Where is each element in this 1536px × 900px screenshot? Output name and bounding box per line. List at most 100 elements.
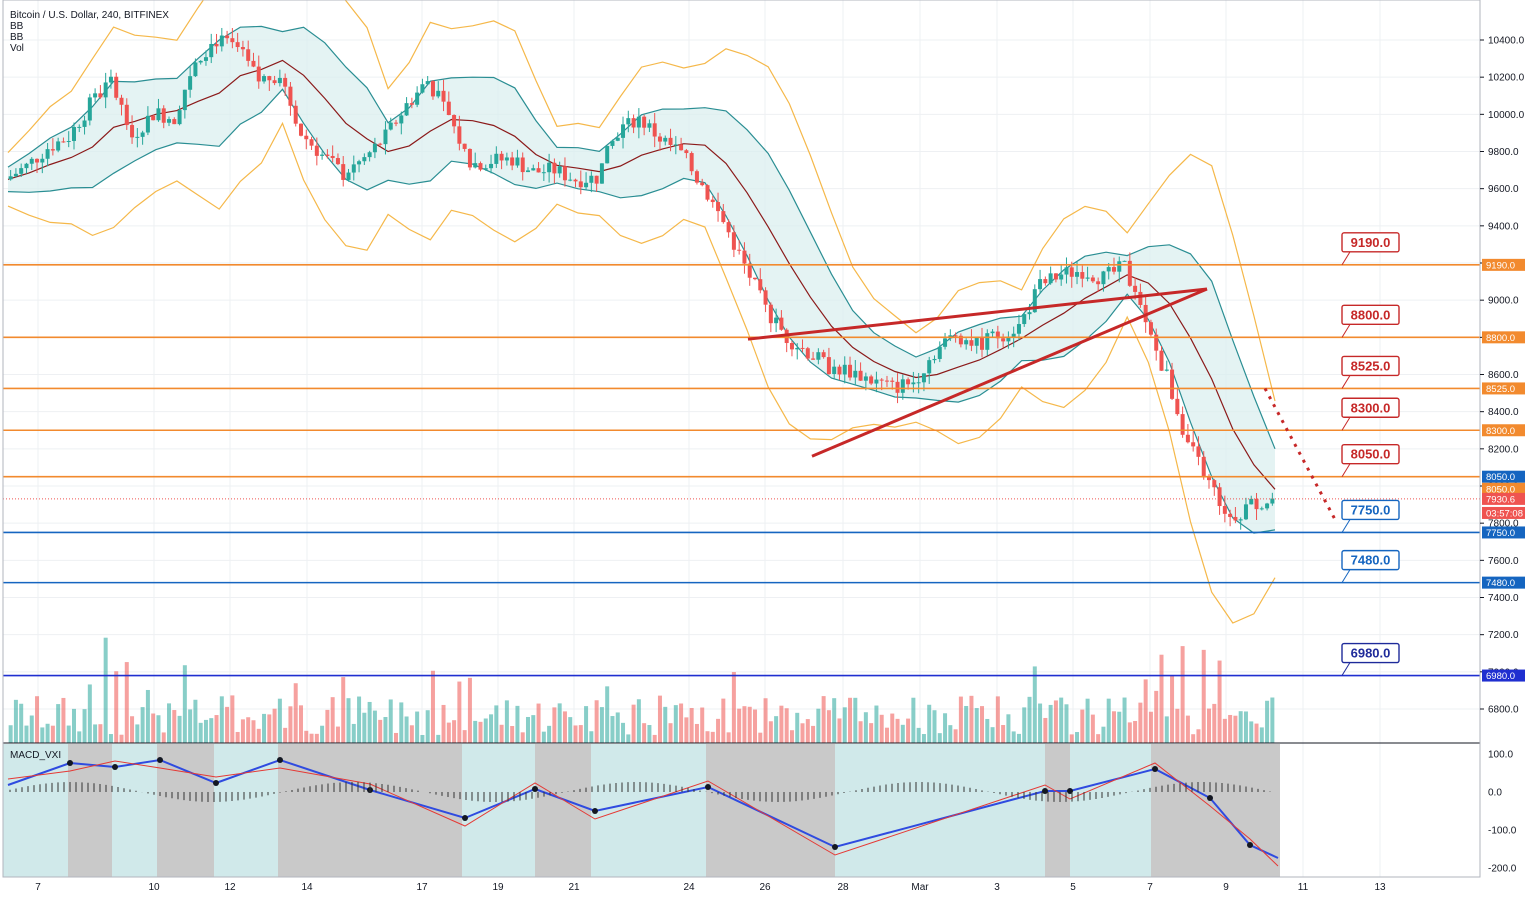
candle-body	[1122, 260, 1127, 262]
volume-bar	[1154, 690, 1159, 743]
volume-bar	[77, 731, 82, 743]
volume-bar	[779, 705, 784, 743]
volume-bar	[1249, 721, 1254, 743]
candle-body	[8, 176, 13, 180]
volume-bar	[610, 716, 615, 743]
candle-body	[124, 104, 129, 126]
volume-bar	[330, 697, 335, 743]
volume-bar	[1027, 696, 1032, 743]
candle-body	[689, 153, 694, 172]
candle-body	[1027, 312, 1032, 315]
volume-bar	[694, 723, 699, 743]
candle-body	[1064, 267, 1069, 275]
candle-body	[499, 153, 504, 161]
volume-bar	[1016, 733, 1021, 743]
price-tag: 9190.0	[1486, 260, 1515, 271]
volume-bar	[1106, 698, 1111, 743]
volume-bar	[399, 702, 404, 743]
candle-body	[626, 118, 631, 125]
volume-bar	[1059, 697, 1064, 743]
candle-body	[589, 175, 594, 183]
macd-cross-dot	[1152, 766, 1158, 772]
volume-bar	[747, 706, 752, 743]
candle-body	[145, 115, 150, 133]
volume-bar	[198, 722, 203, 743]
candle-body	[293, 105, 298, 124]
volume-bar	[673, 705, 678, 743]
candle-body	[705, 185, 710, 200]
volume-bar	[805, 719, 810, 743]
candle-body	[562, 166, 567, 181]
candle-body	[731, 232, 736, 250]
x-tick-label: 5	[1070, 882, 1076, 893]
candle-body	[1228, 513, 1233, 517]
y-tick-label: 8200.0	[1488, 444, 1519, 455]
legend-symbol[interactable]: Bitcoin / U.S. Dollar, 240, BITFINEX	[10, 10, 169, 21]
candle-body	[335, 158, 340, 165]
y-tick-label: 8600.0	[1488, 370, 1519, 381]
candle-body	[404, 103, 409, 116]
candle-body	[594, 175, 599, 184]
candle-body	[937, 346, 942, 359]
volume-bar	[1164, 716, 1169, 743]
candle-body	[283, 77, 288, 87]
y-tick-label: 7200.0	[1488, 630, 1519, 641]
volume-bar	[182, 665, 187, 743]
volume-bar	[900, 724, 905, 743]
x-tick-label: 12	[224, 882, 236, 893]
legend-bb-2[interactable]: BB	[10, 32, 24, 43]
candle-body	[409, 103, 414, 105]
volume-bar	[66, 725, 71, 743]
volume-bar	[1270, 697, 1275, 743]
volume-bar	[668, 723, 673, 743]
volume-bar	[457, 681, 462, 743]
macd-cross-dot	[1207, 795, 1213, 801]
volume-bar	[82, 709, 87, 743]
candle-body	[599, 163, 604, 184]
volume-bar	[789, 730, 794, 743]
trendlines[interactable]	[747, 287, 1337, 521]
candle-body	[726, 222, 731, 233]
volume-bar	[1180, 646, 1185, 743]
volume-bar	[605, 686, 610, 743]
macd-label[interactable]: MACD_VXI	[10, 750, 62, 761]
volume-bar	[911, 697, 916, 743]
volume-bar	[657, 695, 662, 743]
volume-bar	[626, 734, 631, 743]
candle-body	[520, 157, 525, 173]
x-tick-label: 26	[759, 882, 771, 893]
candle-body	[536, 168, 541, 173]
candle-body	[615, 137, 620, 141]
candle-body	[1048, 273, 1053, 284]
y-tick-label: 9600.0	[1488, 184, 1519, 195]
candle-body	[700, 182, 705, 186]
legend-volume[interactable]: Vol	[10, 43, 24, 54]
candle-body	[821, 352, 826, 358]
candle-body	[525, 170, 530, 173]
callout-label: 7480.0	[1351, 553, 1391, 568]
candle-body	[1196, 446, 1201, 457]
callout-leader	[1341, 463, 1351, 477]
callout-label: 8300.0	[1351, 400, 1391, 415]
chart-legend: Bitcoin / U.S. Dollar, 240, BITFINEX BB …	[10, 10, 169, 54]
bollinger-bands	[7, 0, 1276, 624]
candle-body	[816, 352, 821, 360]
volume-bar	[1080, 709, 1085, 743]
volume-bar	[980, 706, 985, 743]
projection-dotted	[1263, 387, 1337, 521]
y-tick-label: 10000.0	[1488, 110, 1525, 121]
volume-bar	[705, 731, 710, 743]
x-tick-label: 24	[683, 882, 695, 893]
volume-bar	[531, 715, 536, 743]
horizontal-levels[interactable]	[3, 264, 1480, 677]
volume-bar	[948, 725, 953, 743]
volume-bar	[93, 724, 98, 743]
x-tick-label: 7	[35, 882, 41, 893]
price-tag-bg	[1482, 482, 1525, 495]
volume-bar	[1075, 732, 1080, 743]
level-callouts[interactable]: 9190.0 8800.0 8525.0 8300.0 8050.0 7750.0 7480…	[1341, 232, 1400, 676]
candle-body	[694, 171, 699, 183]
candle-body	[314, 145, 319, 156]
legend-bb-1[interactable]: BB	[10, 21, 24, 32]
